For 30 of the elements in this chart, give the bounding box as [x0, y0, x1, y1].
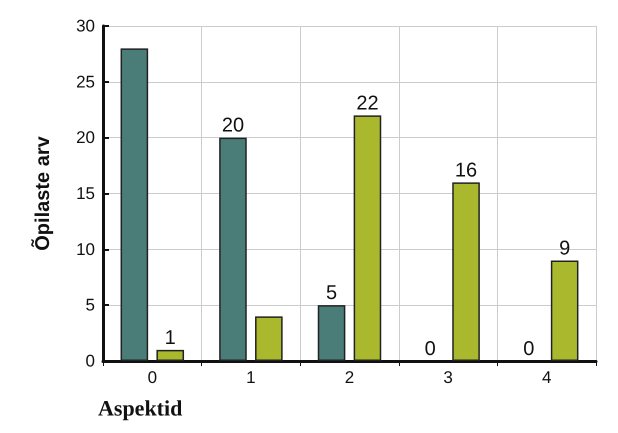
x-tick-label: 2: [344, 368, 354, 387]
x-tick-label: 0: [148, 368, 158, 387]
data-label: 1: [164, 326, 176, 349]
bar: [452, 182, 480, 361]
bar: [255, 316, 283, 361]
x-tick-label: 3: [443, 368, 453, 387]
data-label: 0: [523, 338, 534, 360]
y-axis-title: Õpilaste arv: [31, 135, 54, 251]
y-tick-label: 20: [76, 128, 95, 148]
data-label: 22: [356, 92, 379, 114]
y-tick-label: 15: [76, 184, 95, 203]
bar: [550, 260, 578, 361]
y-tick-label: 5: [86, 296, 95, 315]
bar: [219, 138, 247, 361]
bar: [120, 48, 148, 361]
y-tick-label: 10: [76, 240, 95, 259]
y-tick-label: 0: [86, 352, 95, 370]
x-tick-label: 4: [542, 368, 552, 387]
bar: [318, 305, 346, 361]
x-tick-label: 1: [246, 368, 256, 387]
y-tick-label: 25: [76, 72, 95, 92]
data-label: 16: [454, 159, 478, 182]
x-axis-title: Aspektid: [98, 396, 182, 420]
data-label: 9: [559, 238, 570, 260]
bar: [156, 350, 184, 361]
data-label: 20: [222, 114, 244, 137]
data-label: 0: [424, 338, 436, 360]
data-label: 5: [326, 282, 338, 304]
y-tick-label: 30: [76, 16, 95, 36]
bar: [354, 115, 382, 361]
